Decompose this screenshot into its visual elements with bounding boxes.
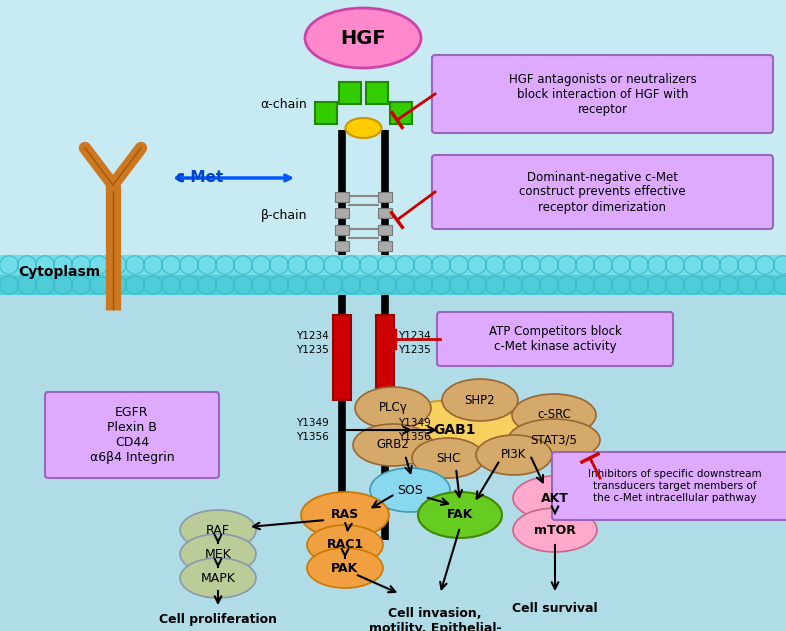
Text: RAS: RAS <box>331 509 359 521</box>
Text: SOS: SOS <box>397 483 423 497</box>
Bar <box>0 275 786 295</box>
Text: Y1234
Y1235: Y1234 Y1235 <box>296 331 329 355</box>
Bar <box>366 82 388 104</box>
Ellipse shape <box>353 424 433 466</box>
FancyBboxPatch shape <box>552 452 786 520</box>
Ellipse shape <box>476 435 552 475</box>
Text: RAC1: RAC1 <box>326 538 364 551</box>
Text: Y1349
Y1356: Y1349 Y1356 <box>398 418 431 442</box>
Ellipse shape <box>513 508 597 552</box>
Ellipse shape <box>307 525 383 565</box>
FancyBboxPatch shape <box>432 155 773 229</box>
Bar <box>390 102 412 124</box>
Ellipse shape <box>346 118 381 138</box>
Ellipse shape <box>370 468 450 512</box>
Text: FAK: FAK <box>446 509 473 521</box>
Bar <box>0 0 786 255</box>
Bar <box>0 295 786 631</box>
Text: MAPK: MAPK <box>200 572 236 584</box>
Text: PLCγ: PLCγ <box>379 401 407 415</box>
Bar <box>333 315 351 400</box>
Text: MEK: MEK <box>204 548 231 560</box>
Text: RAF: RAF <box>206 524 230 536</box>
FancyBboxPatch shape <box>45 392 219 478</box>
Bar <box>378 192 392 202</box>
Text: Dominant-negative c-Met
construct prevents effective
receptor dimerization: Dominant-negative c-Met construct preven… <box>520 170 686 213</box>
Ellipse shape <box>307 548 383 588</box>
Ellipse shape <box>305 8 421 68</box>
Text: Cell invasion,
motility, Epithelial-
mesenchymal
transitions: Cell invasion, motility, Epithelial- mes… <box>369 607 501 631</box>
Ellipse shape <box>387 400 523 460</box>
Text: Y1234
Y1235: Y1234 Y1235 <box>398 331 431 355</box>
Text: GRB2: GRB2 <box>376 439 410 452</box>
Text: Cytoplasm: Cytoplasm <box>18 265 100 279</box>
Text: Y1349
Y1356: Y1349 Y1356 <box>296 418 329 442</box>
Bar <box>378 225 392 235</box>
Text: STAT3/5: STAT3/5 <box>531 433 578 447</box>
Ellipse shape <box>412 438 484 478</box>
Text: Inhibitors of specific downstream
transducers target members of
the c-Met intrac: Inhibitors of specific downstream transd… <box>588 469 762 503</box>
Ellipse shape <box>180 534 256 574</box>
Bar <box>339 82 361 104</box>
Bar <box>376 315 394 400</box>
Text: β-chain: β-chain <box>260 208 307 221</box>
Ellipse shape <box>355 387 431 429</box>
Ellipse shape <box>508 419 600 461</box>
Ellipse shape <box>418 492 502 538</box>
Bar <box>378 241 392 251</box>
Text: AKT: AKT <box>541 492 569 505</box>
Text: Cell survival: Cell survival <box>512 601 598 615</box>
Text: ATP Competitors block
c-Met kinase activity: ATP Competitors block c-Met kinase activ… <box>489 325 622 353</box>
Bar <box>335 208 349 218</box>
Text: PAK: PAK <box>332 562 358 574</box>
Ellipse shape <box>301 492 389 538</box>
Bar <box>335 241 349 251</box>
Text: HGF antagonists or neutralizers
block interaction of HGF with
receptor: HGF antagonists or neutralizers block in… <box>509 73 696 115</box>
Ellipse shape <box>180 510 256 550</box>
Text: SHP2: SHP2 <box>465 394 495 406</box>
Ellipse shape <box>180 558 256 598</box>
FancyBboxPatch shape <box>432 55 773 133</box>
Ellipse shape <box>442 379 518 421</box>
Text: PI3K: PI3K <box>501 449 527 461</box>
Bar <box>0 255 786 275</box>
Bar <box>335 192 349 202</box>
Bar <box>315 102 337 124</box>
Text: c-Met: c-Met <box>175 170 223 186</box>
Text: HGF: HGF <box>340 28 386 47</box>
Text: EGFR
Plexin B
CD44
α6β4 Integrin: EGFR Plexin B CD44 α6β4 Integrin <box>90 406 174 464</box>
FancyBboxPatch shape <box>437 312 673 366</box>
Bar <box>378 208 392 218</box>
Ellipse shape <box>512 394 596 436</box>
Text: α-chain: α-chain <box>260 98 307 112</box>
Text: c-SRC: c-SRC <box>537 408 571 422</box>
Text: GAB1: GAB1 <box>434 423 476 437</box>
Bar <box>335 225 349 235</box>
Ellipse shape <box>513 476 597 520</box>
Text: SHC: SHC <box>435 452 460 464</box>
Text: mTOR: mTOR <box>534 524 576 536</box>
Text: Cell proliferation: Cell proliferation <box>159 613 277 627</box>
